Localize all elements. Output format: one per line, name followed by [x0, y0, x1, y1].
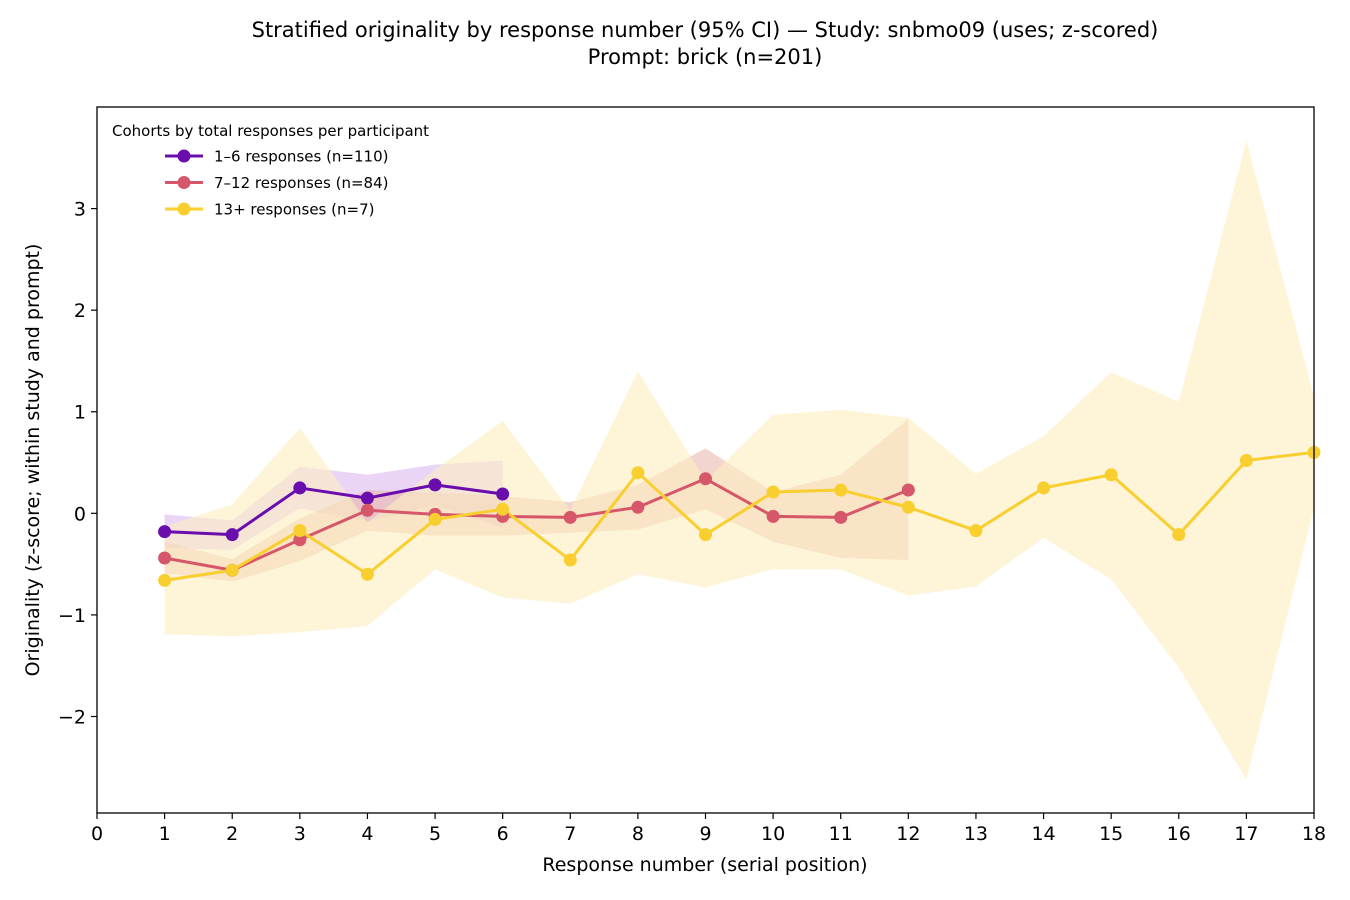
point-series-3-x9 — [699, 528, 712, 542]
point-series-2-x1 — [158, 551, 172, 565]
legend-title: Cohorts by total responses per participa… — [112, 122, 429, 140]
point-series-1-x1 — [158, 525, 172, 539]
x-tick-label-11: 11 — [829, 823, 853, 845]
x-tick-label-8: 8 — [632, 823, 644, 845]
x-tick-label-16: 16 — [1167, 823, 1191, 845]
x-tick-label-10: 10 — [761, 823, 785, 845]
point-series-2-x8 — [631, 500, 645, 514]
x-tick-label-6: 6 — [497, 823, 509, 845]
line-series-3 — [164, 450, 1314, 582]
point-series-3-x12 — [901, 500, 915, 514]
legend-label-3: 13+ responses (n=7) — [214, 201, 374, 219]
point-series-3-x5 — [428, 512, 442, 526]
point-series-2-x11 — [834, 510, 848, 524]
point-series-2-x4 — [360, 503, 374, 517]
ci-band-series-3 — [164, 140, 1314, 780]
point-series-3-x14 — [1037, 481, 1051, 495]
point-series-3-x2 — [225, 563, 239, 577]
confidence-bands — [164, 140, 1314, 780]
point-series-3-x6 — [496, 502, 510, 516]
y-tick-label-1: −1 — [58, 605, 86, 627]
point-series-3-x11 — [834, 483, 848, 497]
point-series-3-x8 — [631, 466, 645, 480]
series-points — [158, 445, 1321, 587]
point-series-3-x17 — [1239, 454, 1253, 468]
legend-label-1: 1–6 responses (n=110) — [214, 148, 388, 166]
point-series-3-x1 — [158, 573, 172, 587]
series-lines — [164, 450, 1314, 582]
y-axis-ticks: −2 −1 0 1 2 3 — [58, 199, 97, 728]
point-series-1-x4 — [360, 491, 374, 505]
x-tick-label-12: 12 — [896, 823, 920, 845]
x-axis-ticks: 0 1 2 3 4 5 6 7 8 9 10 11 12 13 14 15 16 17 18 — [91, 813, 1326, 845]
legend-label-2: 7–12 responses (n=84) — [214, 174, 388, 192]
x-tick-label-1: 1 — [159, 823, 171, 845]
point-series-1-x6 — [496, 487, 510, 501]
x-tick-label-2: 2 — [226, 823, 238, 845]
x-tick-label-3: 3 — [294, 823, 306, 845]
point-series-3-x4 — [360, 567, 374, 581]
point-series-2-x7 — [563, 510, 577, 524]
y-tick-label-0: −2 — [58, 706, 86, 728]
point-series-2-x12 — [901, 483, 915, 497]
point-series-3-x16 — [1172, 528, 1186, 542]
point-series-3-x13 — [969, 524, 983, 538]
x-tick-label-7: 7 — [564, 823, 576, 845]
line-series-2 — [164, 477, 909, 572]
point-series-1-x2 — [225, 528, 239, 542]
point-series-3-x3 — [293, 524, 307, 538]
legend-marker-1 — [177, 149, 191, 163]
chart-title-line-1: Stratified originality by response numbe… — [252, 18, 1159, 42]
x-axis-label: Response number (serial position) — [542, 854, 867, 876]
legend: Cohorts by total responses per participa… — [112, 122, 429, 219]
point-series-3-x10 — [766, 485, 780, 499]
chart-title-line-2: Prompt: brick (n=201) — [588, 45, 823, 69]
point-series-3-x7 — [563, 553, 577, 567]
x-tick-label-0: 0 — [91, 823, 103, 845]
point-series-1-x5 — [428, 478, 442, 492]
y-axis-label: Originality (z-score; within study and p… — [22, 244, 44, 677]
point-series-2-x9 — [699, 472, 712, 486]
x-tick-label-9: 9 — [699, 823, 711, 845]
x-tick-label-18: 18 — [1302, 823, 1326, 845]
x-tick-label-5: 5 — [429, 823, 441, 845]
x-tick-label-17: 17 — [1234, 823, 1258, 845]
line-series-1 — [164, 483, 503, 537]
x-tick-label-13: 13 — [964, 823, 988, 845]
point-series-2-x3 — [293, 533, 307, 547]
legend-marker-3 — [177, 202, 191, 216]
y-tick-label-2: 0 — [74, 503, 86, 525]
y-tick-label-5: 3 — [74, 199, 86, 221]
legend-entries: 1–6 responses (n=110) 7–12 responses (n=8… — [165, 148, 388, 219]
point-series-2-x10 — [766, 509, 780, 523]
y-tick-label-3: 1 — [74, 402, 86, 424]
x-tick-label-15: 15 — [1099, 823, 1123, 845]
x-tick-label-4: 4 — [361, 823, 373, 845]
point-series-1-x3 — [293, 481, 307, 495]
point-series-3-x15 — [1104, 468, 1118, 482]
y-tick-label-4: 2 — [74, 300, 86, 322]
x-tick-label-14: 14 — [1031, 823, 1055, 845]
legend-marker-2 — [177, 176, 191, 189]
